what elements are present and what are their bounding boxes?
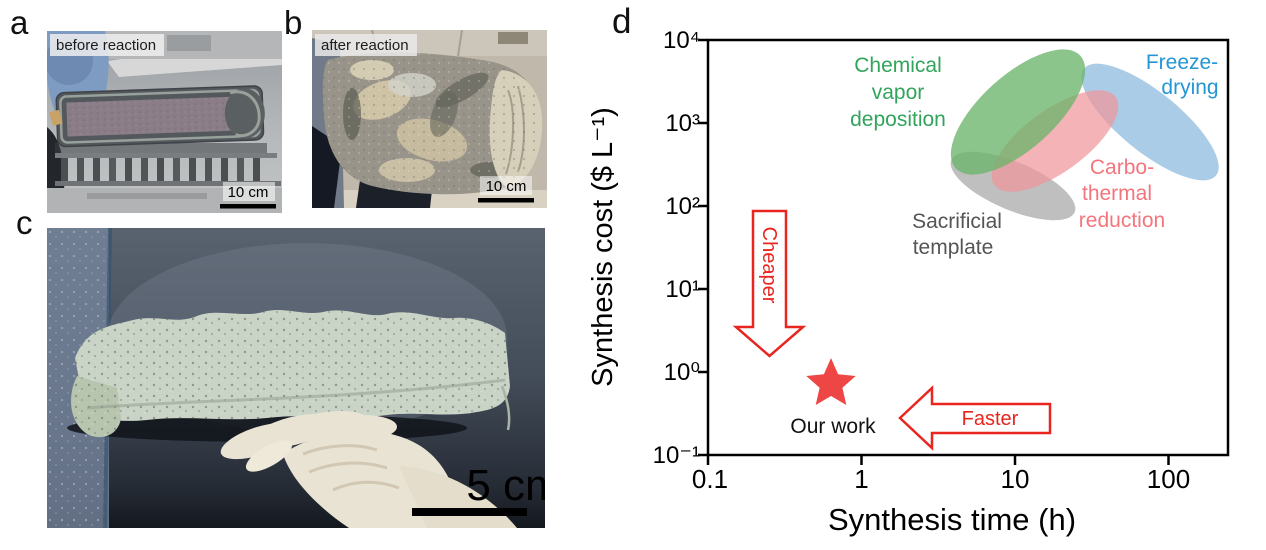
freeze-drying-region xyxy=(1081,63,1219,181)
faster-label: Faster xyxy=(962,408,1019,430)
y-axis-tick-labels: 10⁴ 10³ 10² 10¹ 10⁰ 10⁻¹ xyxy=(653,27,700,469)
y-tick: 10² xyxy=(665,193,700,220)
photo-sample-held: 5 cm xyxy=(47,228,545,528)
carbo-label-line: reduction xyxy=(1079,209,1165,232)
panel-label-b: b xyxy=(284,4,303,41)
freeze-label-line: drying xyxy=(1161,76,1218,99)
x-tick: 0.1 xyxy=(692,464,728,494)
y-tick: 10³ xyxy=(665,110,700,137)
cheaper-arrow: Cheaper xyxy=(732,209,807,358)
cost-time-chart: 10⁴ 10³ 10² 10¹ 10⁰ 10⁻¹ 0.1 1 10 100 Sy… xyxy=(587,27,1230,537)
reaction-trough xyxy=(49,85,265,148)
y-axis-title: Synthesis cost ($ L⁻¹) xyxy=(587,107,619,387)
y-tick: 10⁴ xyxy=(663,27,700,54)
photo-a-scene: before reaction 10 cm xyxy=(47,31,282,213)
scale-bar-line xyxy=(220,204,276,209)
scale-bar-c: 5 cm xyxy=(412,461,545,516)
carbothermal-reduction-region xyxy=(991,90,1119,192)
x-axis-title: Synthesis time (h) xyxy=(828,502,1076,537)
sacrificial-label-line: Sacrificial xyxy=(912,210,1002,233)
our-work-label: Our work xyxy=(790,415,876,438)
scale-bar-line xyxy=(478,198,534,203)
photo-tag-before: before reaction xyxy=(50,34,164,56)
panel-label-a: a xyxy=(10,4,29,41)
scale-bar-b: 10 cm xyxy=(478,176,534,203)
freeze-drying-label: Freeze- drying xyxy=(1146,51,1219,99)
carbo-label-line: thermal xyxy=(1082,182,1152,205)
cheaper-label: Cheaper xyxy=(758,227,780,304)
scale-bar-line xyxy=(412,508,527,516)
photo-b-scene: after reaction 10 cm xyxy=(312,30,547,208)
y-tick: 10⁰ xyxy=(664,359,700,386)
cvd-label: Chemical vapor deposition xyxy=(850,54,946,131)
photo-tag-label: before reaction xyxy=(56,37,156,54)
x-tick: 10 xyxy=(1001,464,1030,494)
scale-label: 10 cm xyxy=(228,184,269,201)
down-arrow-icon xyxy=(732,209,807,358)
sacrificial-label-line: template xyxy=(913,236,994,259)
cvd-label-line: Chemical xyxy=(854,54,942,77)
y-tick: 10⁻¹ xyxy=(653,442,700,469)
freeze-label-line: Freeze- xyxy=(1146,51,1218,74)
sacrificial-template-label: Sacrificial template xyxy=(912,210,1002,259)
photo-after-reaction: after reaction 10 cm xyxy=(312,30,547,208)
photo-tag-label: after reaction xyxy=(321,37,409,54)
reacted-foam-mass xyxy=(322,52,543,195)
photo-tag-after: after reaction xyxy=(315,34,417,56)
scale-label: 5 cm xyxy=(466,461,545,510)
scale-label: 10 cm xyxy=(486,178,527,195)
axis-ticks xyxy=(698,38,1170,465)
carbo-label-line: Carbo- xyxy=(1090,156,1154,179)
x-tick: 1 xyxy=(854,464,868,494)
carbothermal-label: Carbo- thermal reduction xyxy=(1079,156,1165,232)
faster-arrow: Faster xyxy=(898,385,1052,451)
cvd-label-line: vapor xyxy=(872,81,925,104)
x-tick: 100 xyxy=(1147,464,1190,494)
y-tick: 10¹ xyxy=(665,276,700,303)
method-regions xyxy=(950,49,1219,221)
our-work-star-icon xyxy=(806,358,856,405)
panel-label-d: d xyxy=(612,2,632,41)
x-axis-tick-labels: 0.1 1 10 100 xyxy=(692,464,1190,494)
panel-label-c: c xyxy=(16,204,33,241)
scale-bar-a: 10 cm xyxy=(220,182,276,209)
cvd-region xyxy=(950,49,1086,175)
aerogel-slab xyxy=(71,310,511,438)
plot-frame xyxy=(706,38,1230,457)
left-arrow-icon xyxy=(898,385,1052,451)
photo-c-scene: 5 cm xyxy=(47,228,545,528)
cvd-label-line: deposition xyxy=(850,108,946,131)
photo-before-reaction: before reaction 10 cm xyxy=(47,31,282,213)
